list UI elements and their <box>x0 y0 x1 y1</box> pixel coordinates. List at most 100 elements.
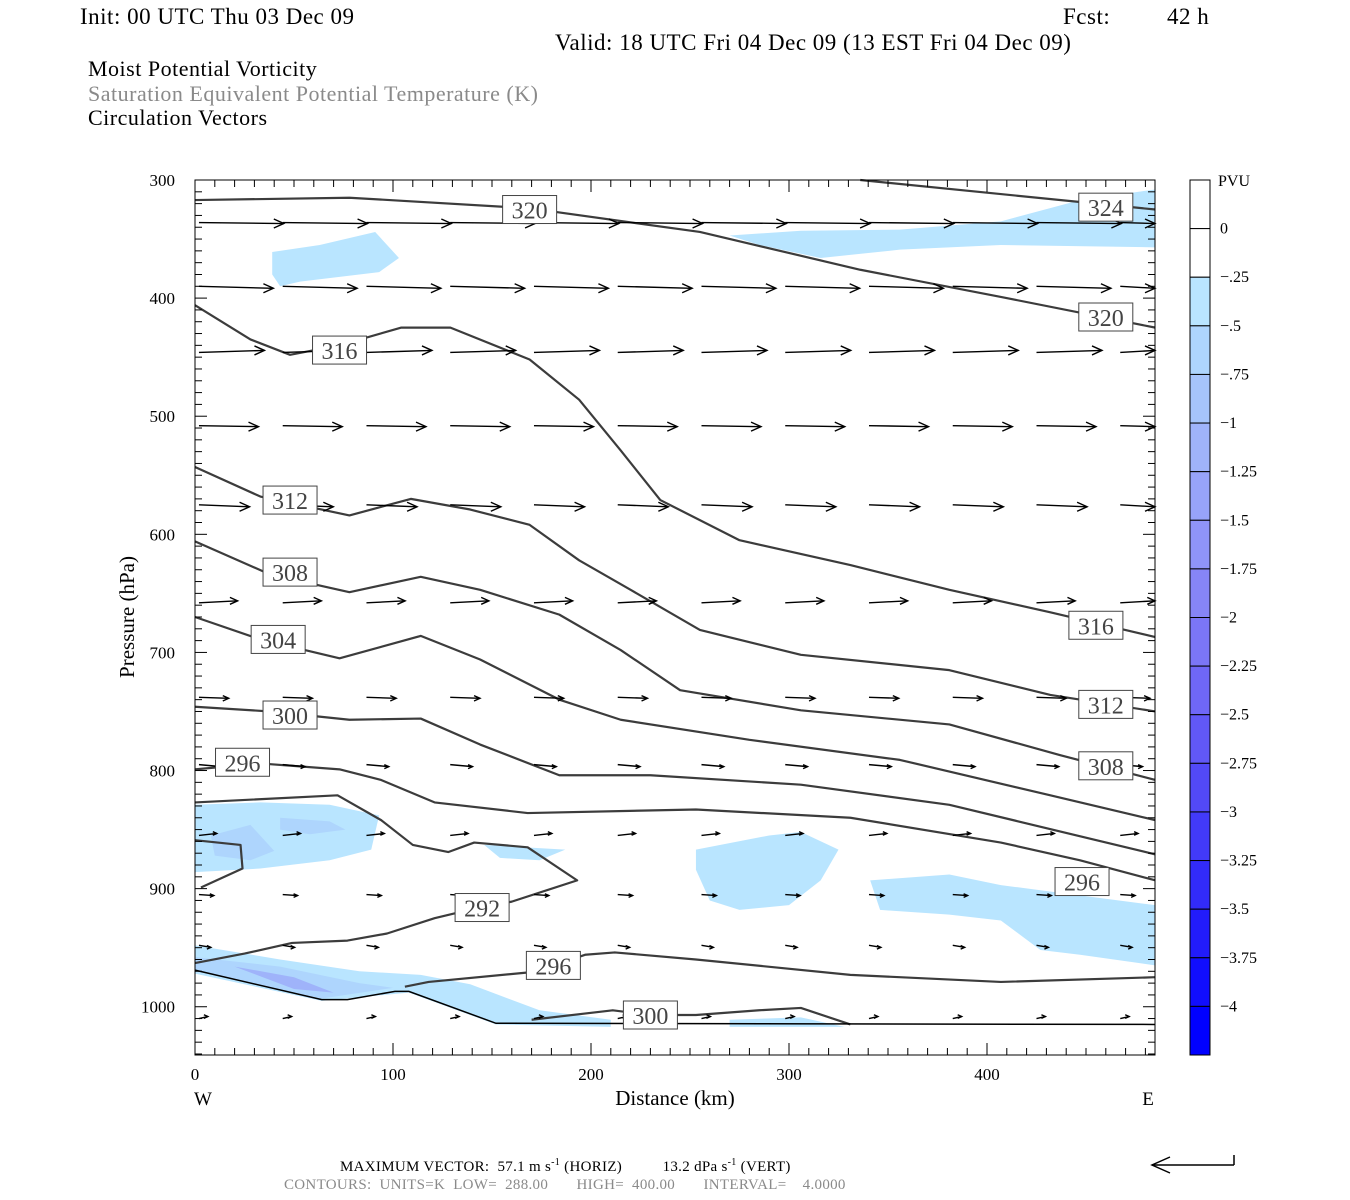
x-tick-label: 200 <box>578 1065 604 1084</box>
theta-es-contour-292 <box>194 839 244 889</box>
vector-head <box>248 421 261 432</box>
contour-label-box <box>1078 192 1134 222</box>
vector-head <box>892 694 901 702</box>
vector-shaft <box>533 600 573 604</box>
pv-shaded-region <box>280 817 346 835</box>
vector-head <box>635 763 642 770</box>
circulation-vector <box>450 345 518 356</box>
vector-shaft <box>785 221 871 225</box>
circulation-vector <box>1036 694 1068 702</box>
x-tick-label: 400 <box>974 1065 1000 1084</box>
vector-head <box>499 421 512 432</box>
vector-shaft <box>450 600 489 604</box>
vector-head <box>692 218 705 229</box>
circulation-vector <box>701 596 742 605</box>
vector-head <box>547 831 554 836</box>
colorbar-swatch <box>1189 665 1211 716</box>
vector-head <box>313 596 324 605</box>
vector-head <box>792 944 799 950</box>
vector-head <box>1067 596 1077 605</box>
contour-label-box <box>622 1000 678 1030</box>
vector-head <box>666 421 679 432</box>
vector-head <box>557 694 566 702</box>
vector-head <box>480 596 491 605</box>
vector-head <box>834 421 847 432</box>
vector-shaft <box>450 349 516 354</box>
contour-label: 292 <box>464 897 500 923</box>
vector-shaft <box>952 893 968 897</box>
vector-head <box>1091 345 1104 356</box>
circulation-vector <box>617 283 694 294</box>
vector-shaft <box>617 221 703 225</box>
circulation-vector <box>1120 893 1137 898</box>
x-tick-label: 300 <box>776 1065 802 1084</box>
vector-head <box>732 596 742 605</box>
vector-shaft <box>450 763 473 768</box>
pv-shaded-region <box>234 966 334 993</box>
vector-head <box>541 944 548 950</box>
vector-head <box>406 501 419 512</box>
east-label: E <box>1142 1089 1154 1110</box>
contour-info: CONTOURS: UNITS=K LOW= 288.00 HIGH= 400.… <box>284 1177 846 1193</box>
circulation-vector <box>533 893 551 898</box>
max-vector-text: MAXIMUM VECTOR: 57.1 m s-1 (HORIZ) 13.2 … <box>340 1157 791 1176</box>
vector-shaft <box>868 221 954 225</box>
contour-label: 312 <box>272 489 308 515</box>
vector-head <box>859 218 872 229</box>
vector-head <box>802 763 810 770</box>
vector-shaft <box>701 349 768 354</box>
colorbar-swatch <box>1189 617 1211 667</box>
contour-label: 304 <box>260 628 296 654</box>
circulation-vector <box>366 944 381 950</box>
vector-shaft <box>366 285 441 289</box>
vector-shaft <box>701 221 787 225</box>
vector-shaft <box>617 424 678 428</box>
vector-shaft <box>1036 349 1103 354</box>
circulation-vector <box>198 694 231 702</box>
vector-shaft <box>617 504 669 508</box>
vector-head <box>808 694 817 702</box>
circulation-vector <box>1036 893 1054 898</box>
vector-head <box>1137 763 1145 770</box>
x-axis-label: Distance (km) <box>615 1086 735 1110</box>
circulation-vector <box>282 944 297 950</box>
vector-shaft <box>617 696 648 700</box>
vector-head <box>795 893 802 898</box>
vector-shaft <box>1120 221 1156 225</box>
circulation-vector <box>533 831 554 837</box>
vector-shaft <box>366 696 397 700</box>
vector-head <box>331 421 344 432</box>
contour-label: 324 <box>1088 196 1124 222</box>
circulation-vector <box>366 421 428 432</box>
circulation-vector <box>617 596 659 605</box>
circulation-vector <box>198 831 219 837</box>
circulation-vector <box>366 694 398 702</box>
circulation-vector <box>617 893 635 898</box>
circulation-vector <box>952 944 967 950</box>
circulation-vector <box>701 283 778 294</box>
pv-shading-layer <box>195 189 1156 1027</box>
vector-head <box>380 831 387 836</box>
vector-head <box>741 501 754 512</box>
vector-shaft <box>198 893 214 897</box>
vector-head <box>1076 501 1089 512</box>
circulation-vector <box>1036 345 1104 356</box>
contour-label-box <box>262 700 318 730</box>
circulation-vector <box>952 596 994 605</box>
circulation-vector <box>617 421 679 432</box>
vector-head <box>203 1014 210 1019</box>
colorbar-label: −2.5 <box>1220 707 1249 724</box>
circulation-vector <box>952 501 1006 512</box>
vector-head <box>371 1014 378 1019</box>
vector-shaft <box>785 763 808 768</box>
vector-head <box>899 596 910 605</box>
horiz-exp: -1 <box>551 1157 561 1168</box>
vector-shaft <box>1036 221 1122 225</box>
vector-shaft <box>282 221 368 225</box>
circulation-vector <box>1120 944 1134 950</box>
circulation-vector <box>450 283 527 294</box>
vector-shaft <box>366 832 385 837</box>
contour-label: 296 <box>535 954 571 980</box>
vector-head <box>715 831 722 836</box>
